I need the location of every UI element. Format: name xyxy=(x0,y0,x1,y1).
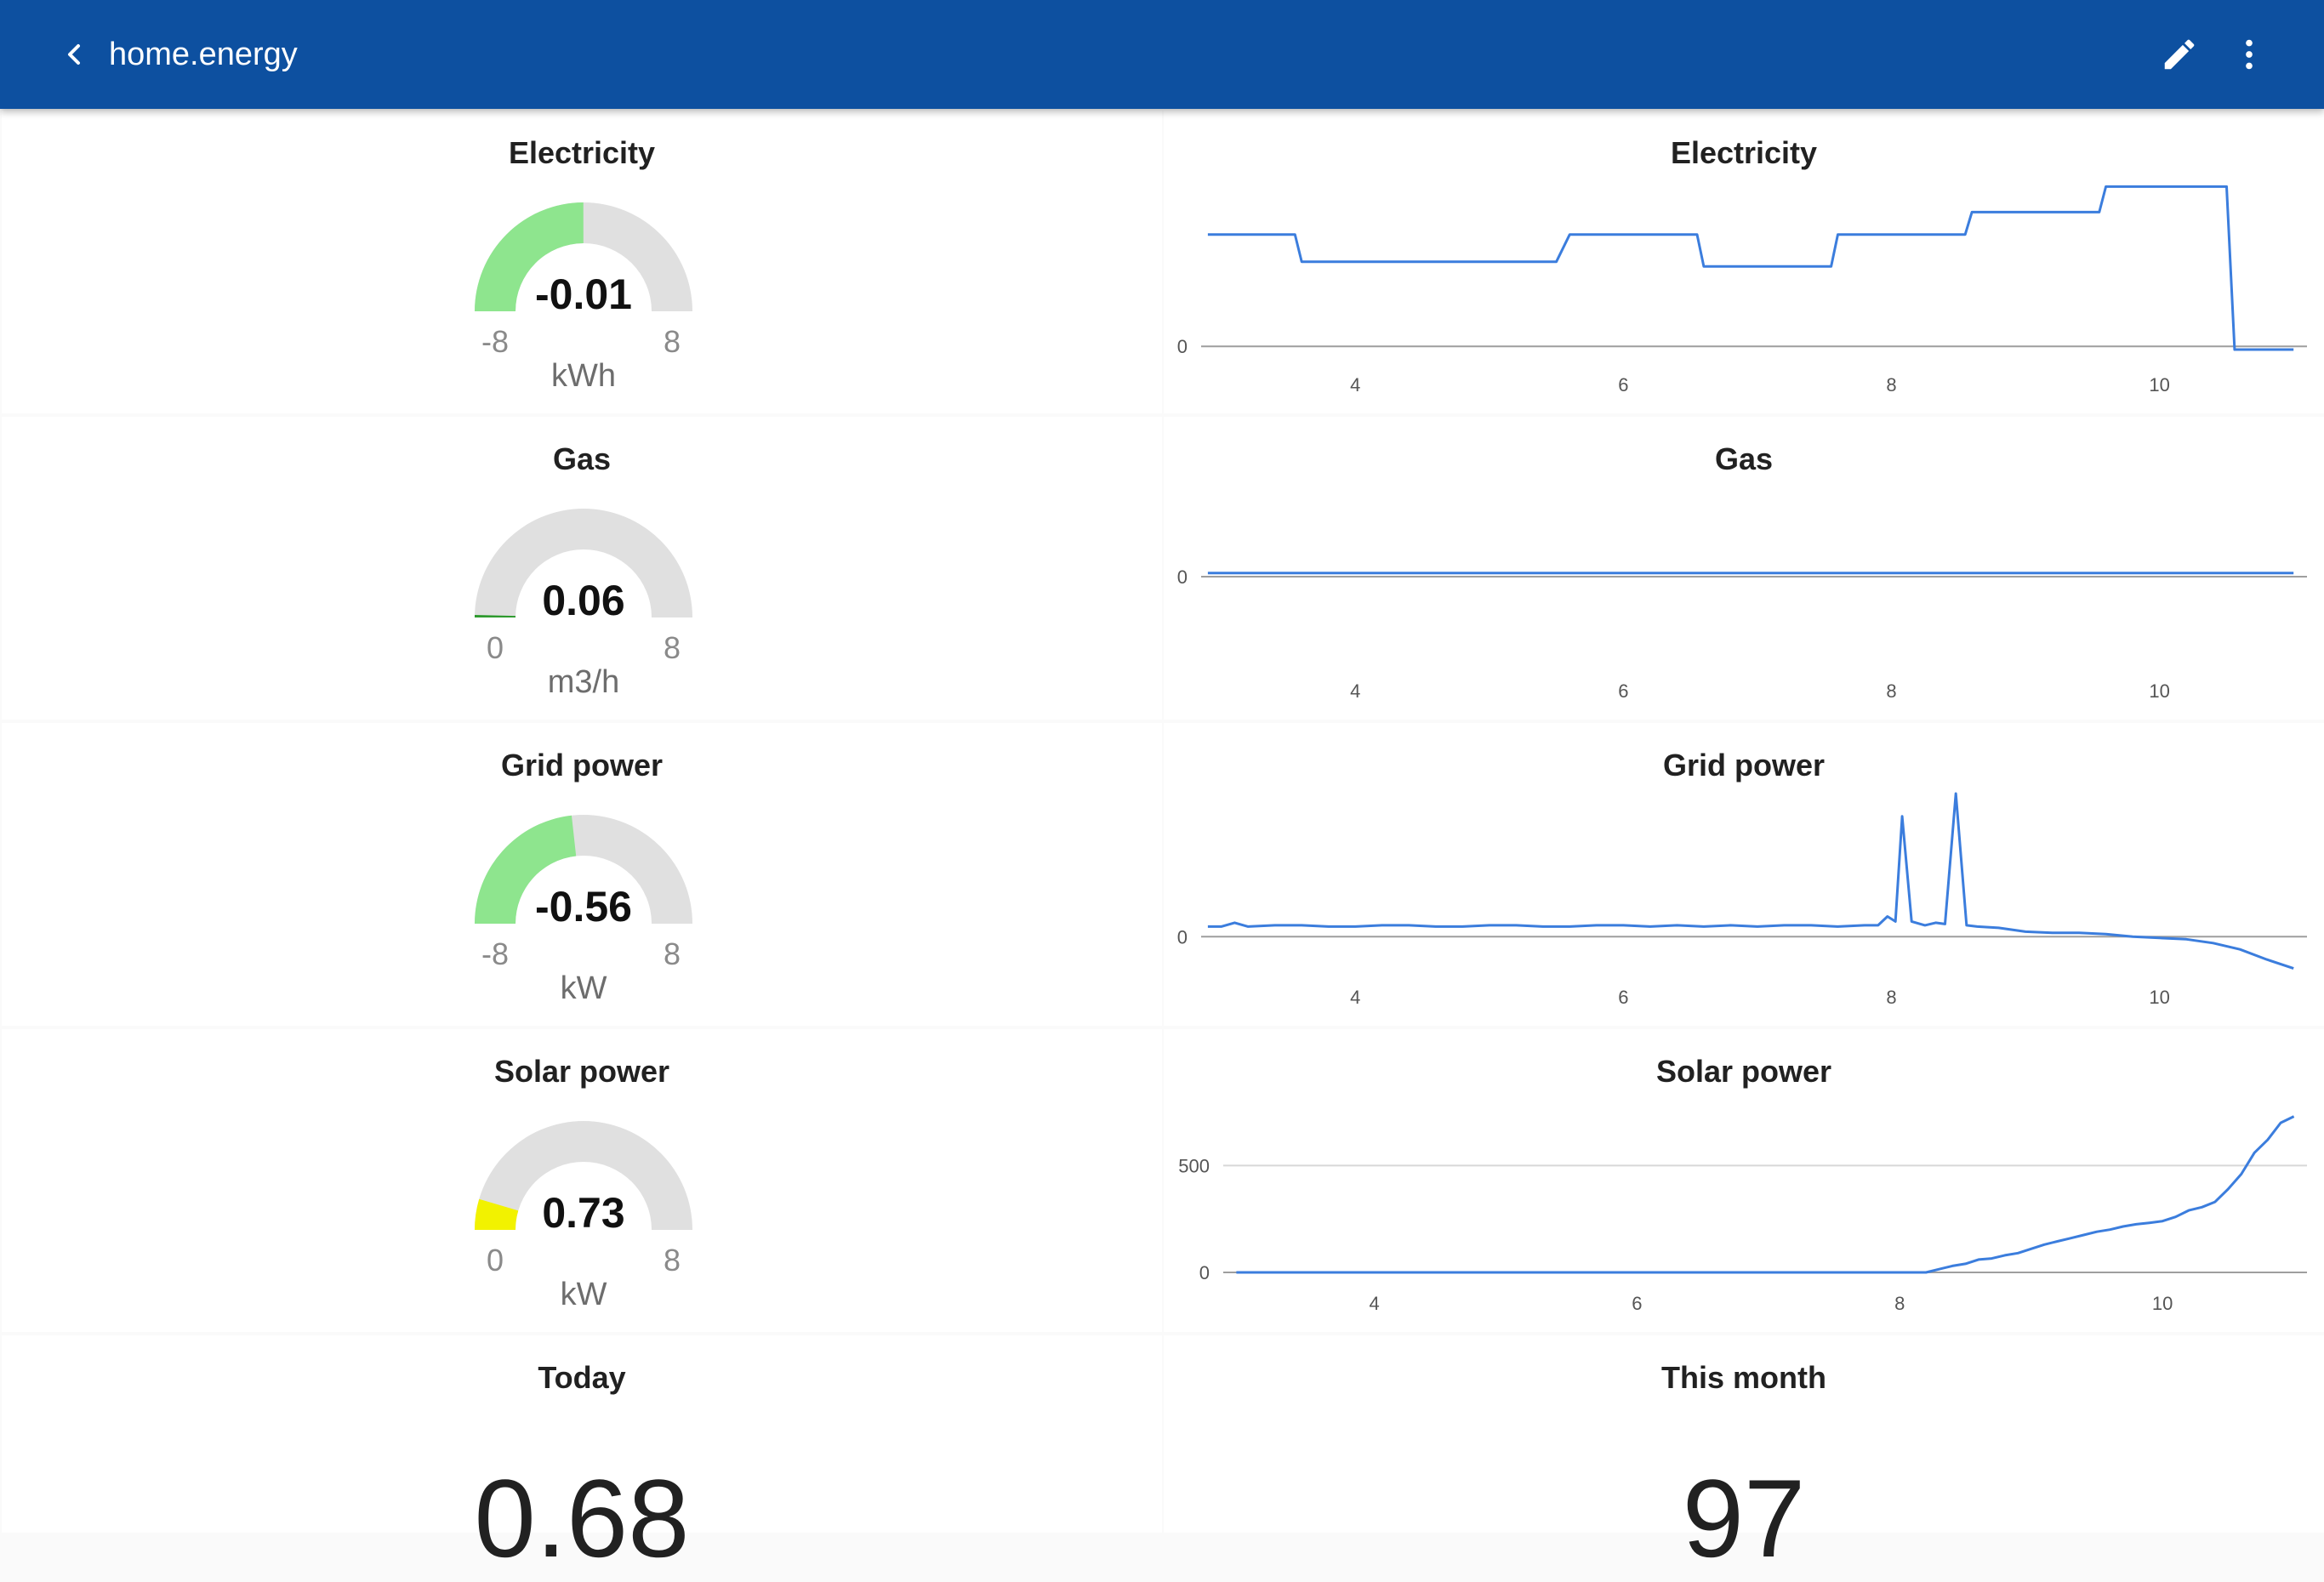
x-tick-label: 10 xyxy=(2152,1293,2173,1314)
gauge-card-gas[interactable]: Gas 0.06 0 8 m3/h xyxy=(2,417,1162,720)
x-tick-label: 8 xyxy=(1886,680,1896,702)
x-tick-label: 8 xyxy=(1886,987,1896,1008)
gauge-max: 8 xyxy=(663,936,681,971)
gauge-max: 8 xyxy=(663,630,681,665)
gauge-max: 8 xyxy=(663,1243,681,1278)
stat-title: Today xyxy=(538,1360,626,1395)
gauge-card-grid-power[interactable]: Grid power -0.56 -8 8 kW xyxy=(2,723,1162,1026)
page-title: home.energy xyxy=(109,37,298,72)
x-tick-label: 6 xyxy=(1632,1293,1642,1314)
gauge-fill xyxy=(475,614,516,617)
x-tick-label: 8 xyxy=(1886,374,1896,396)
gauge-track xyxy=(475,1121,692,1230)
chevron-left-icon xyxy=(68,44,80,65)
gauge-unit: kW xyxy=(560,1277,607,1312)
stat-value: 0.68 xyxy=(474,1456,690,1580)
gauge-fill xyxy=(475,815,577,924)
gauge-value: -0.56 xyxy=(535,883,632,930)
gauge xyxy=(475,509,692,617)
app-bar: home.energy xyxy=(0,0,2324,109)
x-tick-label: 4 xyxy=(1369,1293,1379,1314)
x-tick-label: 4 xyxy=(1350,374,1360,396)
y-tick-label: 0 xyxy=(1177,336,1188,357)
gauge-min: -8 xyxy=(481,324,509,359)
gauge-value: 0.06 xyxy=(542,577,625,624)
gauge-min: 0 xyxy=(486,1243,504,1278)
chart-card-gas[interactable]: Gas 0 4 6 8 10 xyxy=(1164,417,2324,720)
gauge-value: -0.01 xyxy=(535,270,632,318)
x-tick-label: 4 xyxy=(1350,987,1360,1008)
card-title: Solar power xyxy=(493,1054,670,1089)
chart-card-solar-power[interactable]: Solar power 0 500 4 6 8 10 xyxy=(1164,1029,2324,1332)
edit-button[interactable] xyxy=(2154,29,2205,80)
stat-card-today[interactable]: Today 0.68 xyxy=(2,1335,1162,1580)
line-chart: 0 4 6 8 10 xyxy=(1177,566,2307,702)
line-chart: 0 4 6 8 10 xyxy=(1177,792,2307,1008)
chart-card-electricity[interactable]: Electricity 0 4 6 8 10 xyxy=(1164,111,2324,413)
gauge-fill xyxy=(475,202,584,311)
pencil-icon xyxy=(2164,39,2195,70)
gauge-card-solar-power[interactable]: Solar power 0.73 0 8 kW xyxy=(2,1029,1162,1332)
stat-title: This month xyxy=(1661,1360,1826,1395)
chart-title: Solar power xyxy=(1655,1054,1832,1089)
x-tick-label: 6 xyxy=(1618,374,1628,396)
series-line xyxy=(1207,792,2294,970)
line-chart: 0 4 6 8 10 xyxy=(1177,185,2307,396)
card-title: Grid power xyxy=(500,748,664,782)
stat-value: 97 xyxy=(1682,1456,1806,1580)
gauge-track xyxy=(475,509,692,617)
back-button[interactable] xyxy=(49,29,100,80)
gauge-fill xyxy=(475,1198,519,1230)
gauge-min: -8 xyxy=(481,936,509,971)
y-tick-label: 0 xyxy=(1177,566,1188,588)
card-title: Gas xyxy=(552,441,612,476)
gauge-card-electricity[interactable]: Electricity -0.01 -8 8 kWh xyxy=(2,111,1162,413)
more-vertical-icon xyxy=(2246,39,2253,70)
series-line xyxy=(1236,1115,2295,1274)
gauge-value: 0.73 xyxy=(542,1189,625,1237)
line-chart: 0 500 4 6 8 10 xyxy=(1178,1115,2307,1314)
chart-title: Electricity xyxy=(1670,135,1818,170)
y-tick-label: 0 xyxy=(1177,926,1188,947)
more-options-button[interactable] xyxy=(2224,29,2275,80)
card-title: Electricity xyxy=(508,135,656,170)
x-tick-label: 10 xyxy=(2149,374,2169,396)
y-tick-label: 0 xyxy=(1199,1262,1210,1283)
x-tick-label: 6 xyxy=(1618,987,1628,1008)
gauge xyxy=(475,1121,692,1230)
gauge-unit: kWh xyxy=(551,358,616,394)
x-tick-label: 10 xyxy=(2149,680,2169,702)
chart-card-grid-power[interactable]: Grid power 0 4 6 8 10 xyxy=(1164,723,2324,1026)
stat-card-this-month[interactable]: This month 97 xyxy=(1164,1335,2324,1580)
gauge-min: 0 xyxy=(486,630,504,665)
chart-title: Grid power xyxy=(1662,748,1826,782)
x-tick-label: 8 xyxy=(1894,1293,1905,1314)
y-tick-label: 500 xyxy=(1178,1155,1210,1176)
gauge-unit: kW xyxy=(560,970,607,1006)
x-tick-label: 4 xyxy=(1350,680,1360,702)
gauge xyxy=(475,815,692,924)
x-tick-label: 10 xyxy=(2149,987,2169,1008)
gauge-unit: m3/h xyxy=(547,664,620,700)
gauge xyxy=(475,202,692,311)
series-line xyxy=(1207,185,2294,351)
x-tick-label: 6 xyxy=(1618,680,1628,702)
gauge-max: 8 xyxy=(663,324,681,359)
chart-title: Gas xyxy=(1714,441,1774,476)
